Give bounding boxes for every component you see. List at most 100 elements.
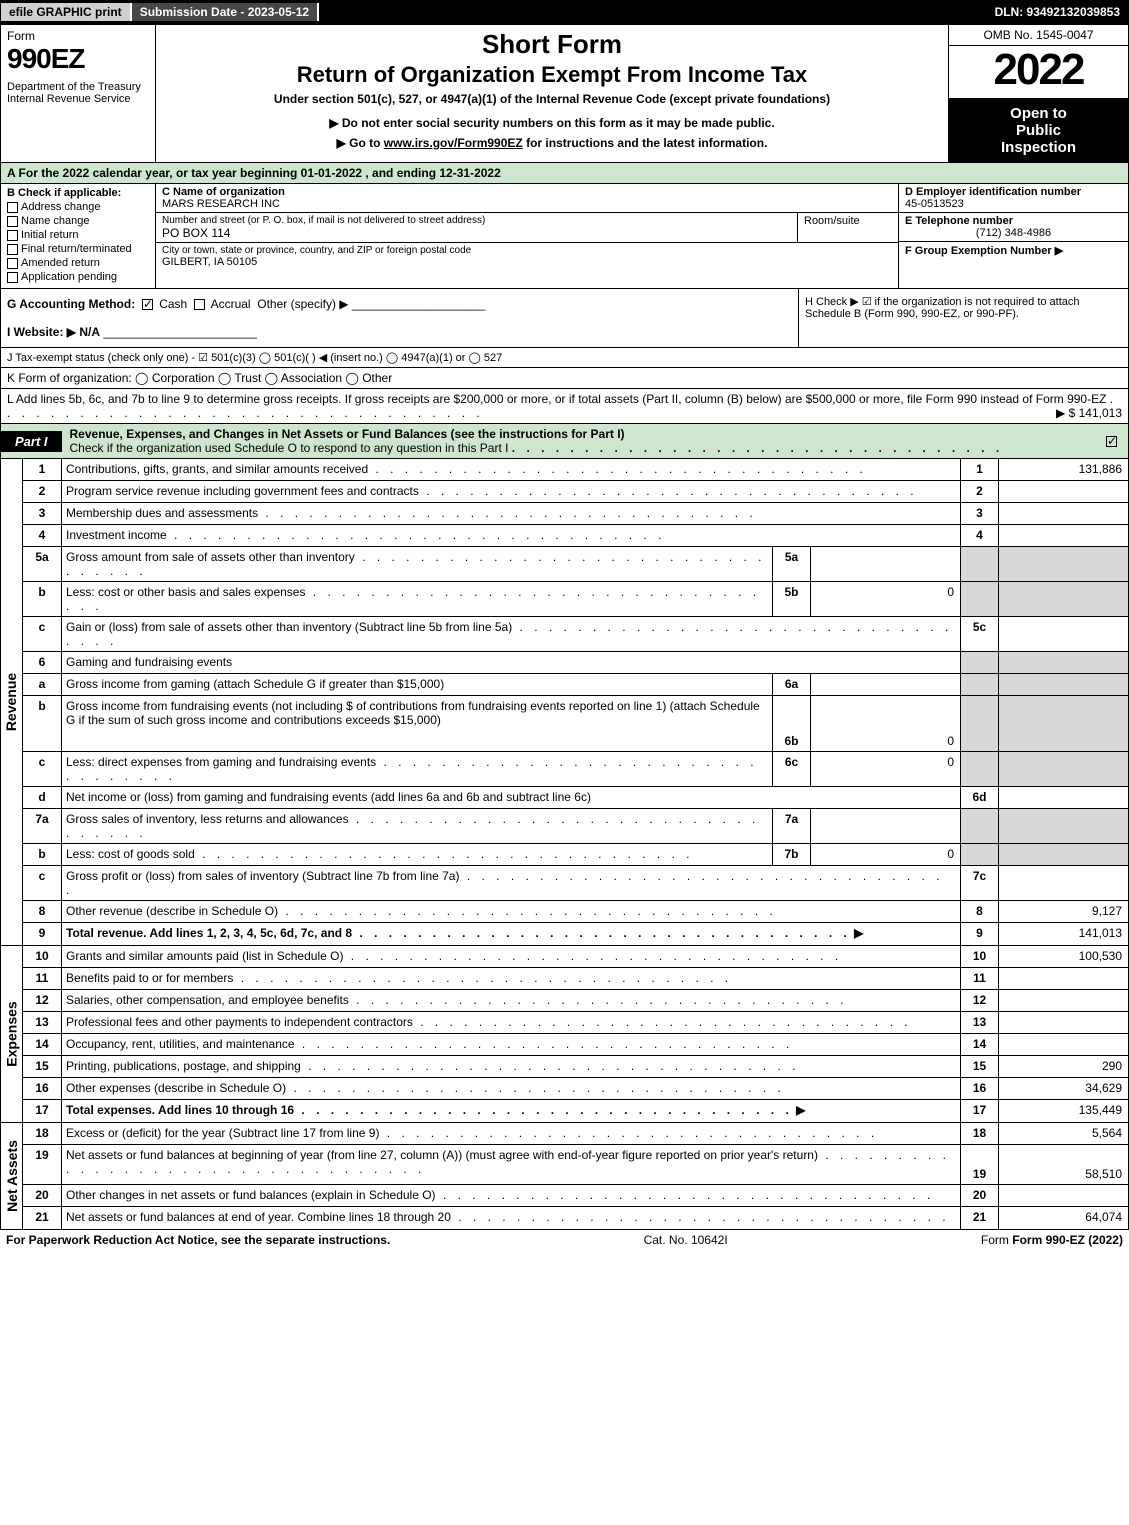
ledger-revenue: Revenue 1 Contributions, gifts, grants, … — [1, 459, 1128, 946]
f-group-lbl: F Group Exemption Number ▶ — [905, 244, 1122, 257]
cb-name-change[interactable]: Name change — [7, 215, 149, 227]
ledger-expenses: Expenses 10 Grants and similar amounts p… — [1, 946, 1128, 1123]
efile-print[interactable]: efile GRAPHIC print — [1, 3, 132, 21]
line-5c: c Gain or (loss) from sale of assets oth… — [23, 617, 1128, 652]
netassets-body: 18 Excess or (deficit) for the year (Sub… — [23, 1123, 1128, 1229]
header-right: OMB No. 1545-0047 2022 Open to Public In… — [948, 25, 1128, 162]
side-expenses: Expenses — [1, 946, 23, 1122]
tax-year: 2022 — [949, 46, 1128, 99]
col-c-org: C Name of organization MARS RESEARCH INC… — [156, 184, 898, 288]
cb-initial-return[interactable]: Initial return — [7, 229, 149, 241]
c-name-val: MARS RESEARCH INC — [162, 198, 892, 210]
dln: DLN: 93492132039853 — [987, 3, 1128, 21]
cb-accrual[interactable] — [194, 299, 205, 310]
row-l-amount: ▶ $ 141,013 — [1056, 406, 1122, 420]
line-13: 13 Professional fees and other payments … — [23, 1012, 1128, 1034]
irs-link[interactable]: www.irs.gov/Form990EZ — [384, 136, 523, 150]
c-street: Number and street (or P. O. box, if mail… — [156, 213, 798, 242]
note2-pre: ▶ Go to — [337, 136, 384, 150]
title-short-form: Short Form — [164, 29, 940, 60]
part1-title: Revenue, Expenses, and Changes in Net As… — [62, 424, 1098, 458]
top-bar: efile GRAPHIC print Submission Date - 20… — [0, 0, 1129, 24]
line-15: 15 Printing, publications, postage, and … — [23, 1056, 1128, 1078]
subtitle: Under section 501(c), 527, or 4947(a)(1)… — [164, 92, 940, 106]
c-street-lbl: Number and street (or P. O. box, if mail… — [162, 215, 791, 226]
line-11: 11 Benefits paid to or for members 11 — [23, 968, 1128, 990]
row-l-text: L Add lines 5b, 6c, and 7b to line 9 to … — [7, 392, 1106, 406]
footer-right: Form Form 990-EZ (2022) — [981, 1233, 1123, 1247]
dept-treasury: Department of the Treasury Internal Reve… — [7, 81, 149, 105]
i-website: I Website: ▶ N/A — [7, 325, 100, 339]
side-revenue: Revenue — [1, 459, 23, 945]
line-1: 1 Contributions, gifts, grants, and simi… — [23, 459, 1128, 481]
line-20: 20 Other changes in net assets or fund b… — [23, 1185, 1128, 1207]
row-l: L Add lines 5b, 6c, and 7b to line 9 to … — [1, 389, 1128, 424]
c-name-lbl: C Name of organization — [162, 186, 892, 198]
line-6b: b Gross income from fundraising events (… — [23, 696, 1128, 752]
form-number: 990EZ — [7, 43, 149, 75]
part1-sub: Check if the organization used Schedule … — [70, 441, 509, 455]
cb-amended-return[interactable]: Amended return — [7, 257, 149, 269]
col-b-checkboxes: B Check if applicable: Address change Na… — [1, 184, 156, 288]
cb-application-pending[interactable]: Application pending — [7, 271, 149, 283]
line-21: 21 Net assets or fund balances at end of… — [23, 1207, 1128, 1229]
c-street-row: Number and street (or P. O. box, if mail… — [156, 213, 898, 243]
cb-final-return[interactable]: Final return/terminated — [7, 243, 149, 255]
line-7c: c Gross profit or (loss) from sales of i… — [23, 866, 1128, 901]
insp-1: Open to — [953, 105, 1124, 122]
cb-address-change[interactable]: Address change — [7, 201, 149, 213]
footer: For Paperwork Reduction Act Notice, see … — [0, 1230, 1129, 1250]
line-4: 4 Investment income 4 — [23, 525, 1128, 547]
line-2: 2 Program service revenue including gove… — [23, 481, 1128, 503]
line-7b: b Less: cost of goods sold 7b 0 — [23, 844, 1128, 866]
note-ssn: ▶ Do not enter social security numbers o… — [164, 116, 940, 130]
cb-cash[interactable] — [142, 299, 153, 310]
row-k: K Form of organization: ◯ Corporation ◯ … — [1, 368, 1128, 389]
insp-3: Inspection — [953, 139, 1124, 156]
g-label: G Accounting Method: — [7, 297, 135, 311]
revenue-body: 1 Contributions, gifts, grants, and simi… — [23, 459, 1128, 945]
line-5a: 5a Gross amount from sale of assets othe… — [23, 547, 1128, 582]
form-frame: Form 990EZ Department of the Treasury In… — [0, 24, 1129, 1230]
c-city: City or town, state or province, country… — [156, 243, 898, 270]
expenses-body: 10 Grants and similar amounts paid (list… — [23, 946, 1128, 1122]
c-street-val: PO BOX 114 — [162, 226, 791, 240]
row-j: J Tax-exempt status (check only one) - ☑… — [1, 348, 1128, 368]
ledger-netassets: Net Assets 18 Excess or (deficit) for th… — [1, 1123, 1128, 1229]
c-city-lbl: City or town, state or province, country… — [162, 245, 892, 256]
line-6a: a Gross income from gaming (attach Sched… — [23, 674, 1128, 696]
line-7a: 7a Gross sales of inventory, less return… — [23, 809, 1128, 844]
row-gh: G Accounting Method: Cash Accrual Other … — [1, 289, 1128, 348]
line-14: 14 Occupancy, rent, utilities, and maint… — [23, 1034, 1128, 1056]
c-city-val: GILBERT, IA 50105 — [162, 256, 892, 268]
form-label: Form — [7, 29, 149, 43]
footer-left: For Paperwork Reduction Act Notice, see … — [6, 1233, 390, 1247]
line-6: 6 Gaming and fundraising events — [23, 652, 1128, 674]
section-bcdef: B Check if applicable: Address change Na… — [1, 184, 1128, 289]
line-19: 19 Net assets or fund balances at beginn… — [23, 1145, 1128, 1185]
e-tel-lbl: E Telephone number — [905, 215, 1122, 227]
d-ein-val: 45-0513523 — [905, 198, 1122, 210]
part1-tag: Part I — [1, 431, 62, 452]
line-6d: d Net income or (loss) from gaming and f… — [23, 787, 1128, 809]
d-ein: D Employer identification number 45-0513… — [899, 184, 1128, 213]
d-ein-lbl: D Employer identification number — [905, 186, 1122, 198]
line-9: 9 Total revenue. Add lines 1, 2, 3, 4, 5… — [23, 923, 1128, 945]
b-title: B Check if applicable: — [7, 187, 149, 199]
line-6c: c Less: direct expenses from gaming and … — [23, 752, 1128, 787]
form-header: Form 990EZ Department of the Treasury In… — [1, 25, 1128, 163]
line-5b: b Less: cost or other basis and sales ex… — [23, 582, 1128, 617]
col-def: D Employer identification number 45-0513… — [898, 184, 1128, 288]
header-mid: Short Form Return of Organization Exempt… — [156, 25, 948, 162]
c-room-lbl: Room/suite — [798, 213, 898, 242]
g-accounting: G Accounting Method: Cash Accrual Other … — [1, 289, 798, 347]
h-schedule-b: H Check ▶ ☑ if the organization is not r… — [798, 289, 1128, 347]
submission-date: Submission Date - 2023-05-12 — [132, 3, 319, 21]
part1-check[interactable] — [1098, 431, 1128, 451]
e-tel: E Telephone number (712) 348-4986 — [899, 213, 1128, 242]
line-3: 3 Membership dues and assessments 3 — [23, 503, 1128, 525]
insp-2: Public — [953, 122, 1124, 139]
line-16: 16 Other expenses (describe in Schedule … — [23, 1078, 1128, 1100]
line-10: 10 Grants and similar amounts paid (list… — [23, 946, 1128, 968]
omb-number: OMB No. 1545-0047 — [949, 25, 1128, 46]
